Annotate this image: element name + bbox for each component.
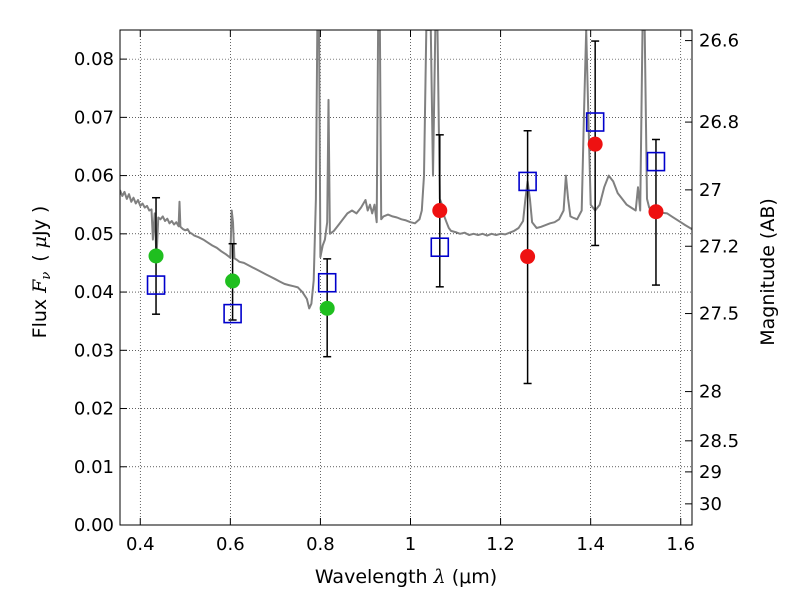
y-axis-label-open: ( [29, 254, 51, 261]
marker-layer [146, 112, 666, 324]
x-axis-label: Wavelength λ (μm) [315, 566, 497, 588]
model-photometry-square [317, 272, 337, 293]
model-photometry-square [430, 237, 450, 258]
model-photometry-square [223, 303, 242, 324]
y-axis-label-prefix: Flux [29, 293, 51, 339]
model-photometry-square [518, 171, 537, 192]
y-axis-label-subscript: ν [39, 272, 54, 280]
red-measurements-point [520, 249, 536, 265]
tick-layer: 0.4 0.6 0.8 1 1.2 1.4 1.6 0.00 0.01 0.02 0.03 0.04 0… [74, 30, 739, 555]
red-measurements-point [648, 204, 664, 220]
spectrum-layer [120, 30, 692, 310]
x-tick-label: 0.4 [126, 534, 155, 555]
x-tick-label: 0.8 [306, 534, 335, 555]
y2-tick-label: 28.5 [699, 431, 739, 452]
y-axis-label-symbol: F [29, 279, 51, 294]
plot-frame [119, 29, 693, 526]
y-tick-label: 0.06 [74, 166, 114, 187]
y-axis-label: Flux Fν ( μJy ) [29, 206, 54, 339]
y-axis-label-mu: μ [29, 236, 51, 248]
y2-tick-label: 30 [699, 494, 722, 515]
x-axis-label-symbol: λ [433, 566, 446, 588]
spectrum-line [120, 30, 692, 310]
y2-axis-label: Magnitude (AB) [757, 198, 779, 346]
x-tick-label: 1.6 [666, 534, 695, 555]
x-tick-label: 0.6 [216, 534, 245, 555]
y-tick-label: 0.08 [74, 49, 114, 70]
x-axis-label-prefix: Wavelength [315, 566, 434, 588]
y-axis-label-unit: Jy ) [29, 206, 51, 237]
y-tick-label: 0.05 [74, 224, 114, 245]
green-measurements-point [319, 300, 335, 316]
plot-area [120, 30, 692, 525]
model-photometry-square [646, 151, 666, 172]
y2-tick-label: 27.5 [699, 304, 739, 325]
red-measurements-point [432, 203, 448, 219]
y-tick-label: 0.01 [74, 457, 114, 478]
x-tick-label: 1.2 [486, 534, 515, 555]
grid [120, 30, 692, 525]
green-measurements-point [225, 273, 241, 289]
y-tick-label: 0.04 [74, 282, 114, 303]
x-tick-label: 1 [405, 534, 416, 555]
y2-tick-label: 29 [699, 462, 722, 483]
y2-tick-label: 26.6 [699, 31, 739, 52]
y-tick-label: 0.02 [74, 399, 114, 420]
y2-tick-label: 26.8 [699, 112, 739, 133]
x-tick-label: 1.4 [576, 534, 605, 555]
model-photometry-square [146, 275, 166, 295]
y2-tick-label: 27 [699, 180, 722, 201]
model-photometry-square [585, 112, 605, 132]
y2-tick-label: 28 [699, 382, 722, 403]
y-tick-label: 0.07 [74, 107, 114, 128]
red-measurements-point [587, 136, 603, 152]
y2-tick-label: 27.2 [699, 236, 739, 257]
y-tick-label: 0.03 [74, 340, 114, 361]
green-measurements-point [148, 248, 164, 264]
x-axis-label-unit: (μm) [446, 566, 497, 588]
y-tick-label: 0.00 [74, 515, 114, 536]
